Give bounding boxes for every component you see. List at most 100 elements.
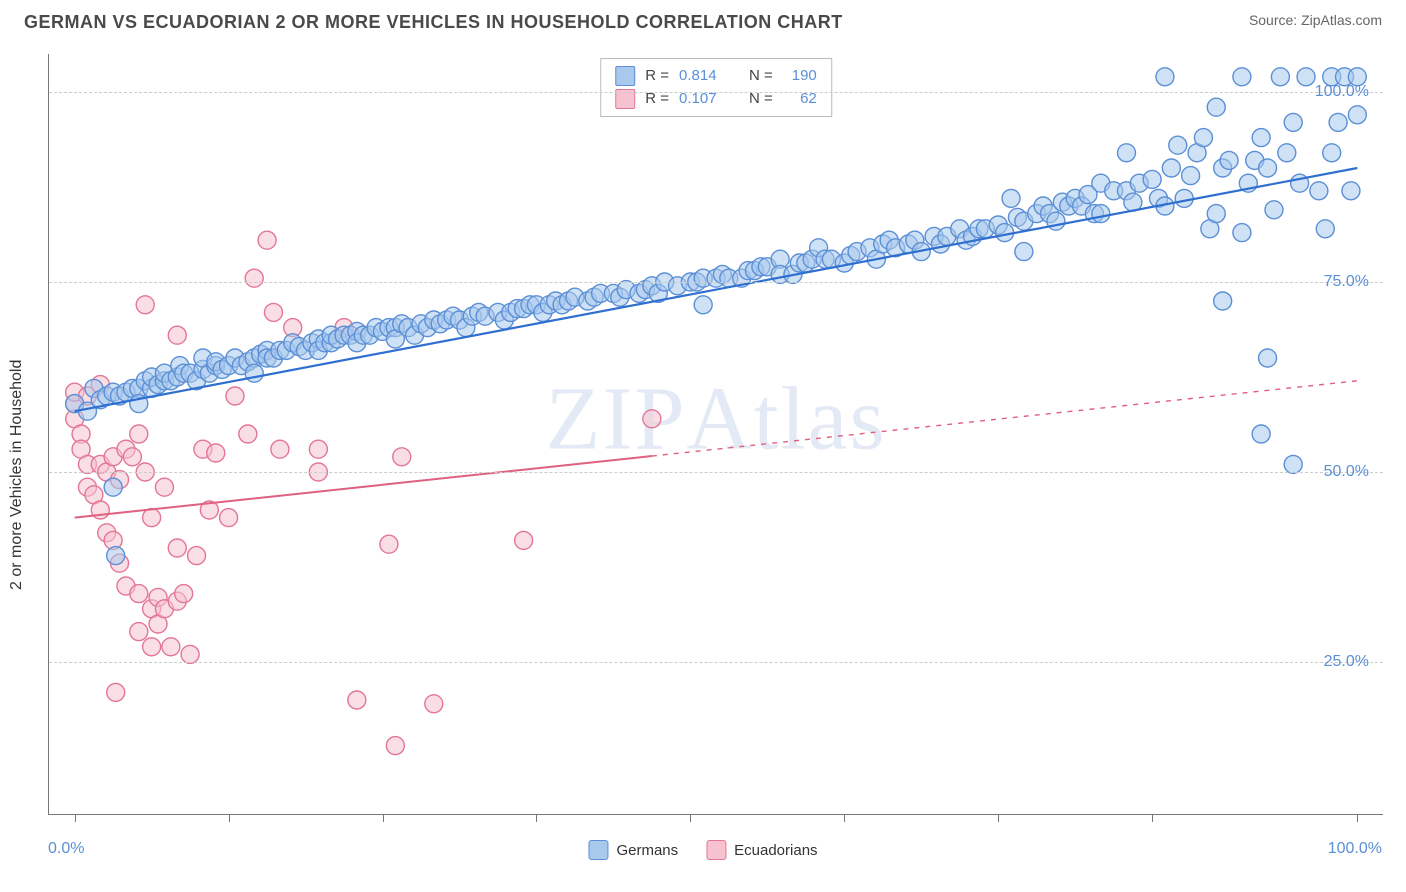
scatter-point	[175, 585, 193, 603]
scatter-point	[348, 691, 366, 709]
scatter-point	[1002, 189, 1020, 207]
legend-n-label: N =	[749, 88, 773, 111]
scatter-point	[123, 448, 141, 466]
scatter-point	[1297, 68, 1315, 86]
scatter-point	[181, 645, 199, 663]
legend-r-label: R =	[645, 65, 669, 88]
scatter-point	[130, 585, 148, 603]
x-tick	[383, 814, 384, 822]
legend-r-value-germans: 0.814	[679, 65, 731, 88]
legend-stats: R = 0.814 N = 190 R = 0.107 N = 62	[600, 58, 832, 117]
scatter-point	[1092, 205, 1110, 223]
plot-svg	[49, 54, 1383, 814]
scatter-point	[393, 448, 411, 466]
legend-label-germans: Germans	[616, 842, 678, 859]
scatter-point	[155, 478, 173, 496]
legend-item-germans: Germans	[588, 840, 678, 860]
legend-label-ecuadorians: Ecuadorians	[734, 842, 817, 859]
scatter-point	[1214, 292, 1232, 310]
scatter-point	[1323, 144, 1341, 162]
scatter-point	[107, 547, 125, 565]
scatter-point	[1162, 159, 1180, 177]
legend-stats-row-germans: R = 0.814 N = 190	[615, 65, 817, 88]
scatter-point	[1207, 205, 1225, 223]
scatter-point	[1259, 349, 1277, 367]
chart-plot-area: ZIPAtlas R = 0.814 N = 190 R = 0.107 N =…	[48, 54, 1383, 815]
y-axis-label: 2 or more Vehicles in Household	[8, 360, 26, 590]
scatter-point	[168, 326, 186, 344]
x-tick	[536, 814, 537, 822]
scatter-point	[1175, 189, 1193, 207]
x-tick	[690, 814, 691, 822]
x-axis-max-label: 100.0%	[1328, 840, 1382, 858]
trend-line-dashed	[652, 381, 1357, 456]
y-tick-label: 75.0%	[1324, 273, 1369, 291]
legend-r-value-ecuadorians: 0.107	[679, 88, 731, 111]
scatter-point	[1233, 224, 1251, 242]
scatter-point	[188, 547, 206, 565]
scatter-point	[425, 695, 443, 713]
legend-swatch-germans	[615, 66, 635, 86]
chart-source: Source: ZipAtlas.com	[1249, 12, 1382, 28]
scatter-point	[1316, 220, 1334, 238]
scatter-point	[271, 440, 289, 458]
scatter-point	[130, 425, 148, 443]
scatter-point	[107, 683, 125, 701]
scatter-point	[1259, 159, 1277, 177]
scatter-point	[1284, 455, 1302, 473]
scatter-point	[239, 425, 257, 443]
y-tick-label: 100.0%	[1315, 83, 1369, 101]
scatter-point	[386, 737, 404, 755]
scatter-point	[1169, 136, 1187, 154]
scatter-point	[694, 296, 712, 314]
x-axis-min-label: 0.0%	[48, 840, 84, 858]
x-tick	[75, 814, 76, 822]
scatter-point	[1207, 98, 1225, 116]
scatter-point	[168, 539, 186, 557]
scatter-point	[1117, 144, 1135, 162]
legend-n-label: N =	[749, 65, 773, 88]
scatter-point	[1194, 129, 1212, 147]
scatter-point	[1265, 201, 1283, 219]
legend-n-value-germans: 190	[783, 65, 817, 88]
scatter-point	[1252, 129, 1270, 147]
y-tick-label: 50.0%	[1324, 463, 1369, 481]
scatter-point	[226, 387, 244, 405]
scatter-point	[245, 269, 263, 287]
gridline	[49, 282, 1383, 283]
gridline	[49, 662, 1383, 663]
legend-r-label: R =	[645, 88, 669, 111]
x-tick	[998, 814, 999, 822]
scatter-point	[104, 478, 122, 496]
legend-n-value-ecuadorians: 62	[783, 88, 817, 111]
trend-line	[75, 168, 1358, 411]
y-tick-label: 25.0%	[1324, 653, 1369, 671]
scatter-point	[1143, 170, 1161, 188]
scatter-point	[207, 444, 225, 462]
x-tick	[229, 814, 230, 822]
legend-swatch-ecuadorians-icon	[706, 840, 726, 860]
scatter-point	[143, 638, 161, 656]
scatter-point	[1278, 144, 1296, 162]
scatter-point	[220, 509, 238, 527]
gridline	[49, 92, 1383, 93]
scatter-point	[1182, 167, 1200, 185]
scatter-point	[162, 638, 180, 656]
scatter-point	[1252, 425, 1270, 443]
scatter-point	[1348, 106, 1366, 124]
scatter-point	[1047, 212, 1065, 230]
scatter-point	[380, 535, 398, 553]
scatter-point	[643, 410, 661, 428]
scatter-point	[264, 303, 282, 321]
scatter-point	[136, 296, 154, 314]
scatter-point	[1284, 113, 1302, 131]
scatter-point	[1015, 243, 1033, 261]
legend-series: Germans Ecuadorians	[588, 840, 817, 860]
scatter-point	[143, 509, 161, 527]
scatter-point	[245, 364, 263, 382]
legend-stats-row-ecuadorians: R = 0.107 N = 62	[615, 88, 817, 111]
scatter-point	[515, 531, 533, 549]
x-tick	[1357, 814, 1358, 822]
legend-swatch-germans-icon	[588, 840, 608, 860]
chart-title: GERMAN VS ECUADORIAN 2 OR MORE VEHICLES …	[24, 12, 843, 33]
